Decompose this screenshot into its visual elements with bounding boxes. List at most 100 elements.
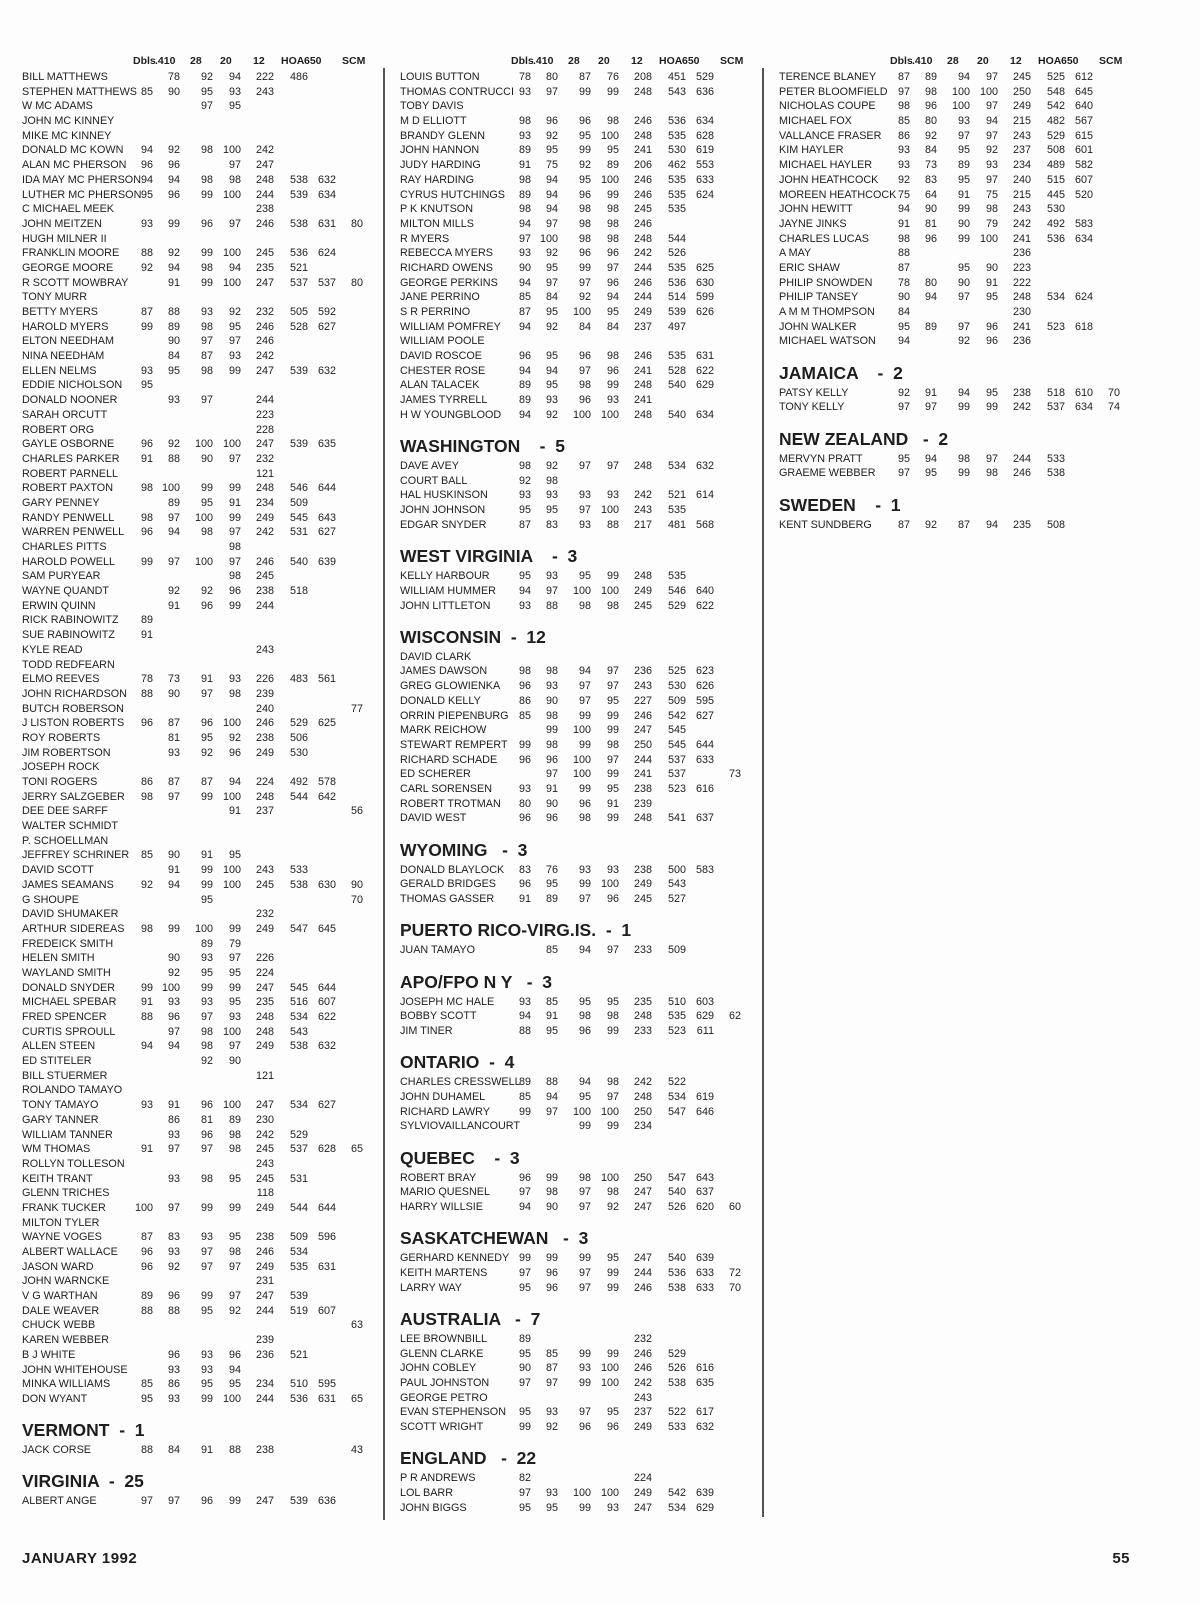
column-header-row: Dbls .410 28 20 12 HOA 650 SCM [779, 55, 1139, 69]
score-410: 99 [545, 1171, 558, 1184]
score-dbls: 96 [518, 753, 531, 766]
shooter-name: DONALD BLAYLOCK [400, 863, 505, 876]
score-dbls: 78 [897, 276, 910, 289]
table-row: LARRY WAY 95 96 97 99 246 538 633 70 [400, 1281, 760, 1296]
score-28: 97 [578, 364, 591, 377]
score-12: 247 [633, 1501, 652, 1514]
table-row: MIKE MC KINNEY [22, 129, 382, 144]
table-row: CYRUS HUTCHINGS 89 94 96 99 246 535 624 [400, 188, 760, 203]
table-row: ROLANDO TAMAYO [22, 1083, 382, 1098]
score-410: 88 [167, 452, 180, 465]
score-hoa: 525 [1046, 71, 1065, 83]
score-650: 644 [695, 738, 714, 751]
shooter-name: RANDY PENWELL [22, 511, 115, 524]
score-dbls: 85 [518, 291, 531, 304]
score-12: 246 [255, 555, 274, 568]
score-dbls: 93 [518, 489, 531, 502]
score-20: 98 [985, 203, 998, 216]
score-12: 235 [255, 996, 274, 1009]
score-410: 88 [167, 306, 180, 318]
score-dbls: 95 [897, 320, 910, 333]
score-12: 244 [633, 753, 652, 766]
shooter-name: JOHN WALKER [779, 320, 857, 333]
score-dbls: 97 [518, 1376, 531, 1389]
score-28: 96 [578, 350, 591, 363]
table-row: WM THOMAS 91 97 97 98 245 537 628 65 [22, 1142, 382, 1157]
score-12: 121 [255, 467, 274, 480]
score-28: 92 [957, 335, 970, 348]
score-28: 84 [578, 320, 591, 333]
score-hoa: 543 [289, 1025, 308, 1038]
score-hoa: 534 [1046, 291, 1065, 304]
score-28: 98 [578, 379, 591, 392]
shooter-name: PETER BLOOMFIELD [779, 85, 888, 98]
score-20: 95 [228, 100, 241, 113]
score-dbls: 87 [518, 306, 531, 318]
score-410: 97 [545, 768, 558, 781]
score-dbls: 88 [140, 1011, 153, 1023]
score-hoa: 539 [667, 306, 686, 318]
section-heading: SASKATCHEWAN - 3 [400, 1228, 589, 1249]
score-28: 97 [578, 694, 591, 707]
score-410: 89 [924, 320, 937, 333]
score-410: 80 [924, 115, 937, 128]
table-row: CHARLES LUCAS 98 96 99 100 241 536 634 [779, 232, 1139, 247]
score-12: 234 [255, 496, 274, 509]
score-20: 96 [606, 247, 619, 260]
score-28: 98 [200, 261, 213, 274]
score-12: 243 [1012, 129, 1031, 142]
score-650: 625 [695, 261, 714, 274]
score-650: 631 [317, 1392, 336, 1405]
shooter-name: TONI ROGERS [22, 776, 98, 788]
score-hoa: 526 [667, 1362, 686, 1375]
score-650: 630 [695, 276, 714, 289]
shooter-name: GARY PENNEY [22, 496, 100, 509]
score-650: 596 [317, 1231, 336, 1244]
score-410: 98 [545, 665, 558, 678]
score-12: 236 [633, 665, 652, 678]
score-hoa: 510 [289, 1378, 308, 1391]
table-row: NINA NEEDHAM 84 87 93 242 [22, 349, 382, 364]
score-hoa: 509 [667, 694, 686, 707]
score-20: 91 [228, 496, 241, 509]
score-12: 236 [1012, 335, 1031, 348]
table-row: NICHOLAS COUPE 98 96 100 97 249 542 640 [779, 99, 1139, 114]
score-dbls: 92 [518, 474, 531, 487]
table-row: ROY ROBERTS 81 95 92 238 506 [22, 731, 382, 746]
score-20: 98 [985, 467, 998, 480]
score-12: 239 [255, 1334, 274, 1347]
score-hoa: 535 [667, 188, 686, 201]
score-650: 618 [1074, 320, 1093, 333]
table-row: CARL SORENSEN 93 91 99 95 238 523 616 [400, 782, 760, 797]
table-row: MICHAEL FOX 85 80 93 94 215 482 567 [779, 114, 1139, 129]
score-12: 234 [1012, 159, 1031, 172]
score-dbls: 90 [518, 261, 531, 274]
score-28: 97 [200, 1143, 213, 1156]
score-650: 607 [317, 1304, 336, 1317]
table-row: ALAN TALACEK 89 95 98 99 248 540 629 [400, 378, 760, 393]
score-28: 97 [578, 1406, 591, 1419]
table-row: ROLLYN TOLLESON 243 [22, 1157, 382, 1172]
score-12: 242 [255, 144, 274, 157]
score-dbls: 91 [518, 159, 531, 172]
score-hoa: 545 [289, 511, 308, 524]
shooter-name: TOBY DAVIS [400, 100, 464, 113]
score-410: 95 [545, 379, 558, 392]
shooter-name: RICK RABINOWITZ [22, 614, 119, 627]
page-number: 55 [1112, 1550, 1130, 1567]
score-20: 98 [606, 1010, 619, 1023]
score-hoa: 530 [667, 680, 686, 693]
column-header-12: 12 [631, 55, 643, 67]
score-dbls: 89 [518, 188, 531, 201]
score-650: 633 [695, 1266, 714, 1279]
score-12: 249 [255, 1040, 274, 1053]
score-28: 99 [957, 203, 970, 216]
score-12: 208 [633, 71, 652, 83]
score-28: 93 [200, 306, 213, 318]
score-12: 237 [255, 805, 274, 818]
score-650: 634 [1074, 232, 1093, 245]
score-12: 249 [633, 584, 652, 597]
score-410: 95 [545, 504, 558, 517]
score-20: 93 [606, 489, 619, 502]
score-12: 244 [255, 1392, 274, 1405]
